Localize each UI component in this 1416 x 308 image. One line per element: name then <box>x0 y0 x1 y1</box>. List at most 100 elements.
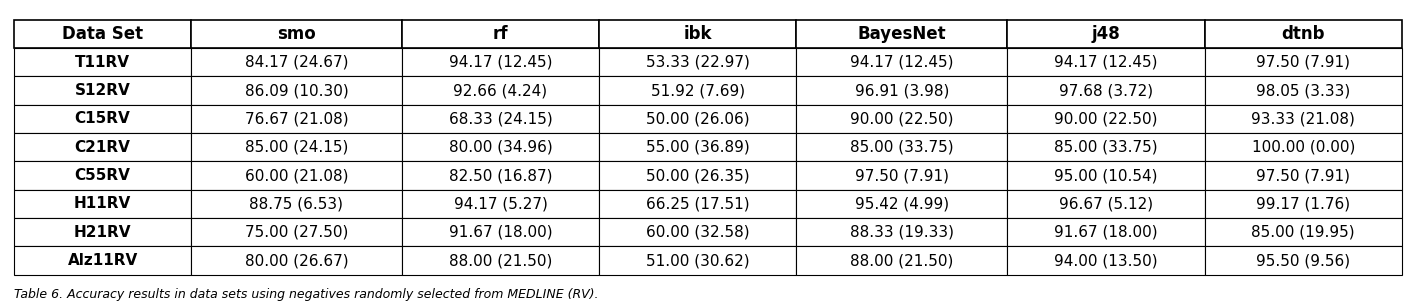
Bar <box>796 76 1007 105</box>
Bar <box>599 105 796 133</box>
Text: H21RV: H21RV <box>74 225 132 240</box>
Text: 94.17 (12.45): 94.17 (12.45) <box>449 55 552 70</box>
Bar <box>402 190 599 218</box>
Bar <box>191 76 402 105</box>
Bar <box>1007 133 1205 161</box>
Text: 66.25 (17.51): 66.25 (17.51) <box>646 197 749 211</box>
Bar <box>599 48 796 76</box>
Bar <box>402 161 599 190</box>
Text: 75.00 (27.50): 75.00 (27.50) <box>245 225 348 240</box>
Bar <box>1007 48 1205 76</box>
Bar <box>14 76 191 105</box>
Text: 94.17 (12.45): 94.17 (12.45) <box>850 55 953 70</box>
Bar <box>1007 161 1205 190</box>
Bar <box>402 218 599 246</box>
Bar <box>1205 161 1402 190</box>
Bar <box>1205 48 1402 76</box>
Bar <box>14 133 191 161</box>
Text: 90.00 (22.50): 90.00 (22.50) <box>1054 111 1158 126</box>
Text: dtnb: dtnb <box>1281 25 1325 43</box>
Text: 76.67 (21.08): 76.67 (21.08) <box>245 111 348 126</box>
Bar <box>796 246 1007 275</box>
Bar <box>796 218 1007 246</box>
Text: 88.00 (21.50): 88.00 (21.50) <box>850 253 953 268</box>
Bar <box>14 20 191 48</box>
Text: 88.75 (6.53): 88.75 (6.53) <box>249 197 344 211</box>
Bar <box>402 20 599 48</box>
Bar <box>191 218 402 246</box>
Bar <box>14 161 191 190</box>
Text: j48: j48 <box>1092 25 1120 43</box>
Text: 68.33 (24.15): 68.33 (24.15) <box>449 111 552 126</box>
Text: ibk: ibk <box>684 25 712 43</box>
Text: C15RV: C15RV <box>75 111 130 126</box>
Text: Table 6. Accuracy results in data sets using negatives randomly selected from ME: Table 6. Accuracy results in data sets u… <box>14 288 599 301</box>
Bar <box>402 246 599 275</box>
Text: 85.00 (33.75): 85.00 (33.75) <box>850 140 954 155</box>
Bar <box>191 133 402 161</box>
Bar <box>1205 246 1402 275</box>
Text: 91.67 (18.00): 91.67 (18.00) <box>1054 225 1158 240</box>
Bar <box>599 20 796 48</box>
Bar <box>599 190 796 218</box>
Text: 94.00 (13.50): 94.00 (13.50) <box>1054 253 1158 268</box>
Bar <box>191 48 402 76</box>
Text: 51.92 (7.69): 51.92 (7.69) <box>651 83 745 98</box>
Bar <box>402 105 599 133</box>
Text: 51.00 (30.62): 51.00 (30.62) <box>646 253 749 268</box>
Bar <box>1007 76 1205 105</box>
Text: Data Set: Data Set <box>62 25 143 43</box>
Text: 85.00 (33.75): 85.00 (33.75) <box>1054 140 1158 155</box>
Text: 60.00 (32.58): 60.00 (32.58) <box>646 225 749 240</box>
Text: 53.33 (22.97): 53.33 (22.97) <box>646 55 749 70</box>
Text: 50.00 (26.35): 50.00 (26.35) <box>646 168 749 183</box>
Text: 91.67 (18.00): 91.67 (18.00) <box>449 225 552 240</box>
Text: 82.50 (16.87): 82.50 (16.87) <box>449 168 552 183</box>
Text: 50.00 (26.06): 50.00 (26.06) <box>646 111 749 126</box>
Bar <box>599 161 796 190</box>
Bar <box>796 20 1007 48</box>
Bar <box>191 20 402 48</box>
Bar <box>191 190 402 218</box>
Text: 92.66 (4.24): 92.66 (4.24) <box>453 83 548 98</box>
Bar <box>1007 190 1205 218</box>
Text: 84.17 (24.67): 84.17 (24.67) <box>245 55 348 70</box>
Bar <box>1205 105 1402 133</box>
Text: S12RV: S12RV <box>75 83 130 98</box>
Text: 88.00 (21.50): 88.00 (21.50) <box>449 253 552 268</box>
Bar <box>1007 105 1205 133</box>
Bar <box>14 105 191 133</box>
Bar <box>191 105 402 133</box>
Bar <box>402 48 599 76</box>
Text: BayesNet: BayesNet <box>858 25 946 43</box>
Text: 88.33 (19.33): 88.33 (19.33) <box>850 225 954 240</box>
Text: 80.00 (34.96): 80.00 (34.96) <box>449 140 552 155</box>
Text: 95.42 (4.99): 95.42 (4.99) <box>855 197 949 211</box>
Text: 94.17 (5.27): 94.17 (5.27) <box>453 197 548 211</box>
Bar <box>14 190 191 218</box>
Bar <box>1007 246 1205 275</box>
Bar <box>796 48 1007 76</box>
Text: 97.50 (7.91): 97.50 (7.91) <box>1256 168 1351 183</box>
Bar <box>14 246 191 275</box>
Text: 95.50 (9.56): 95.50 (9.56) <box>1256 253 1351 268</box>
Bar <box>1205 20 1402 48</box>
Text: 97.50 (7.91): 97.50 (7.91) <box>855 168 949 183</box>
Text: 99.17 (1.76): 99.17 (1.76) <box>1256 197 1351 211</box>
Text: 93.33 (21.08): 93.33 (21.08) <box>1252 111 1355 126</box>
Text: 96.91 (3.98): 96.91 (3.98) <box>855 83 949 98</box>
Text: 98.05 (3.33): 98.05 (3.33) <box>1256 83 1351 98</box>
Text: T11RV: T11RV <box>75 55 130 70</box>
Text: 85.00 (24.15): 85.00 (24.15) <box>245 140 348 155</box>
Text: 97.50 (7.91): 97.50 (7.91) <box>1256 55 1351 70</box>
Text: 85.00 (19.95): 85.00 (19.95) <box>1252 225 1355 240</box>
Text: smo: smo <box>278 25 316 43</box>
Bar <box>191 246 402 275</box>
Text: 86.09 (10.30): 86.09 (10.30) <box>245 83 348 98</box>
Text: H11RV: H11RV <box>74 197 132 211</box>
Bar <box>1007 20 1205 48</box>
Bar <box>796 190 1007 218</box>
Bar <box>1205 133 1402 161</box>
Text: rf: rf <box>493 25 508 43</box>
Text: 94.17 (12.45): 94.17 (12.45) <box>1054 55 1158 70</box>
